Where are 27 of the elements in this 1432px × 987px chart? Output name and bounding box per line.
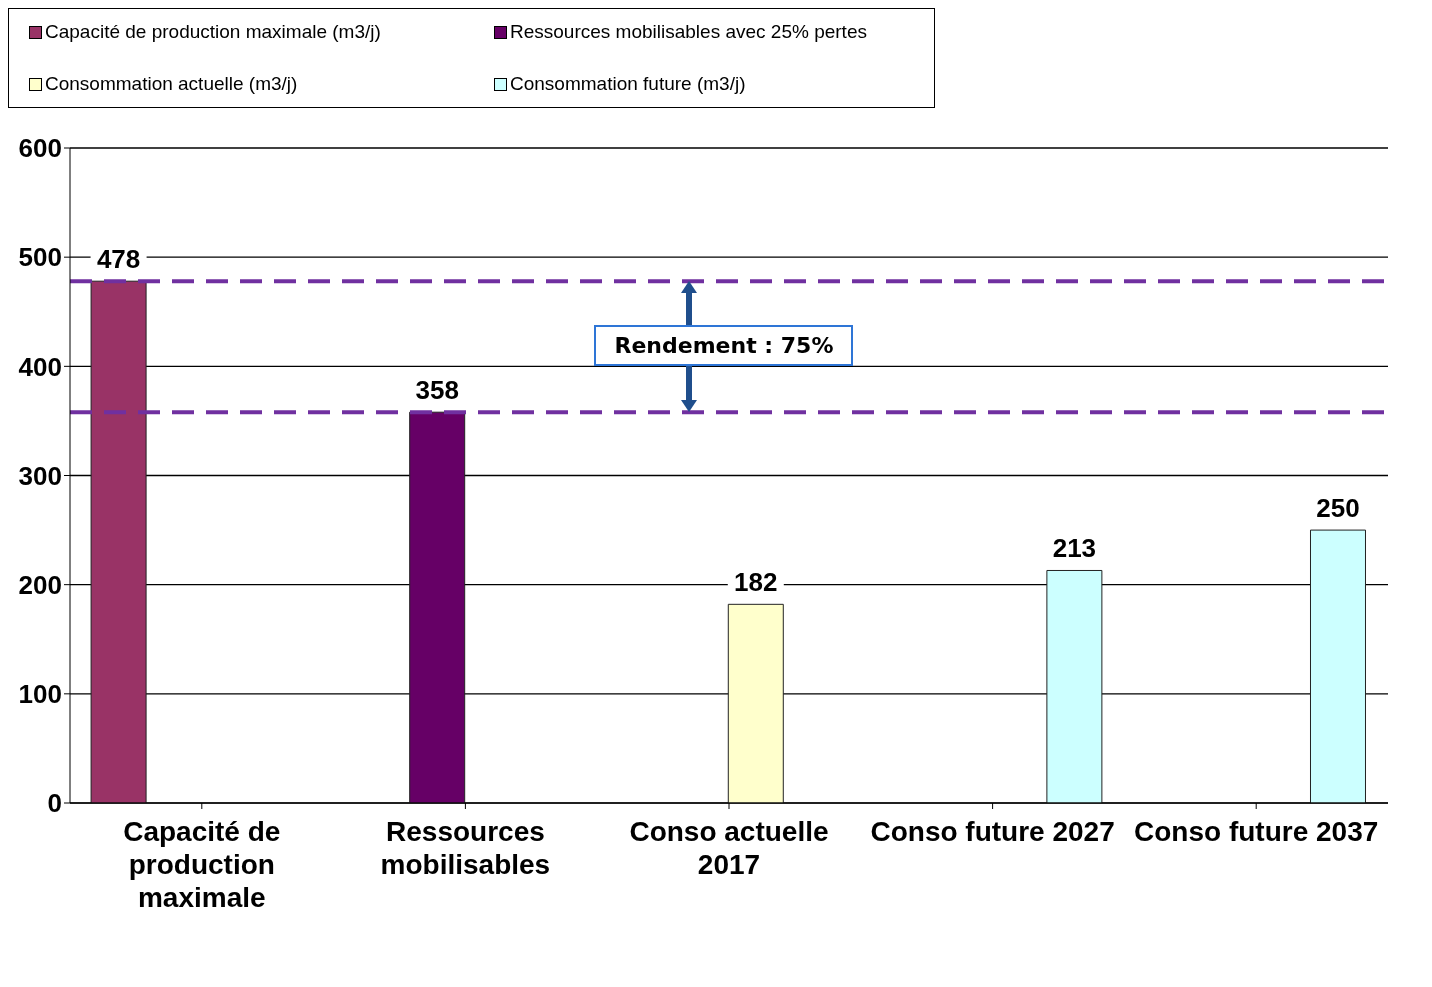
data-label: 250 (1316, 493, 1360, 524)
y-tick-label: 300 (18, 460, 62, 491)
data-label: 182 (734, 567, 778, 598)
legend-label: Consommation actuelle (m3/j) (45, 73, 298, 95)
bar (409, 411, 466, 803)
data-label: 478 (96, 244, 141, 275)
y-tick-label: 600 (18, 133, 62, 164)
data-label: 213 (1052, 533, 1097, 564)
x-tick-label: Conso future 2027 (870, 816, 1115, 847)
y-tick-label: 400 (18, 351, 62, 382)
bar (1309, 529, 1366, 803)
annotation: Rendement : 75% (594, 324, 854, 366)
x-tick-label: Capacité de production maximale (123, 816, 281, 913)
y-tick-label: 100 (18, 679, 62, 710)
legend-label: Capacité de production maximale (m3/j) (45, 21, 381, 43)
data-label: 358 (415, 375, 459, 406)
bar (727, 603, 784, 803)
legend-label: Ressources mobilisables avec 25% pertes (510, 21, 867, 43)
x-tick-label: Conso actuelle 2017 (629, 816, 829, 880)
legend-label: Consommation future (m3/j) (510, 73, 746, 95)
y-tick-label: 200 (18, 569, 62, 600)
bar (1046, 569, 1103, 803)
bar (90, 280, 147, 803)
y-tick-label: 500 (18, 242, 62, 273)
x-tick-label: Ressources mobilisables (380, 816, 551, 880)
x-tick-label: Conso future 2037 (1134, 816, 1379, 847)
y-tick-label: 0 (47, 788, 62, 819)
